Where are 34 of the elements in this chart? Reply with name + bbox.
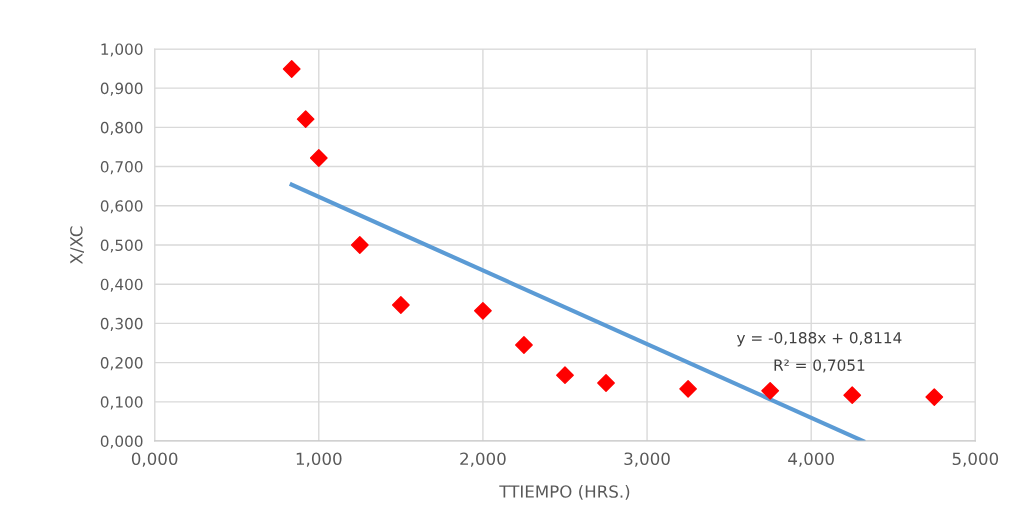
y-tick-label: 0,900 bbox=[100, 82, 143, 96]
point bbox=[843, 386, 862, 405]
y-tick-label: 0,000 bbox=[100, 435, 143, 449]
x-tick-label: 0,000 bbox=[131, 452, 178, 467]
point bbox=[296, 110, 315, 129]
point bbox=[350, 236, 369, 254]
y-tick-label: 1,000 bbox=[101, 43, 143, 57]
point bbox=[597, 374, 615, 392]
x-tick-label: 4,000 bbox=[788, 452, 834, 467]
annotation: y = -0,188x + 0,8114 bbox=[736, 331, 902, 347]
x-tick-label: 1,000 bbox=[296, 452, 342, 467]
x-axis-title: TTIEMPO (HRS.) bbox=[499, 484, 630, 500]
y-tick-label: 0,300 bbox=[100, 317, 143, 331]
y-axis-title: X/XC bbox=[70, 226, 84, 264]
y-tick-label: 0,100 bbox=[100, 396, 143, 410]
point bbox=[556, 366, 574, 385]
y-tick-label: 0,500 bbox=[100, 239, 143, 253]
point bbox=[679, 379, 698, 398]
point bbox=[925, 388, 944, 407]
y-tick-label: 0,200 bbox=[100, 357, 143, 371]
x-tick-label: 5,000 bbox=[952, 452, 999, 467]
point bbox=[282, 60, 301, 78]
x-tick-label: 2,000 bbox=[460, 452, 506, 467]
point bbox=[391, 296, 410, 314]
y-tick-label: 0,700 bbox=[100, 161, 143, 175]
x-tick-label: 3,000 bbox=[624, 452, 670, 467]
y-tick-label: 0,400 bbox=[100, 278, 143, 292]
point bbox=[515, 336, 533, 354]
point bbox=[761, 381, 780, 400]
y-tick-label: 0,600 bbox=[100, 200, 143, 214]
point bbox=[474, 301, 492, 320]
annotation: R² = 0,7051 bbox=[774, 359, 865, 373]
point bbox=[309, 149, 328, 167]
y-tick-label: 0,800 bbox=[100, 121, 143, 135]
